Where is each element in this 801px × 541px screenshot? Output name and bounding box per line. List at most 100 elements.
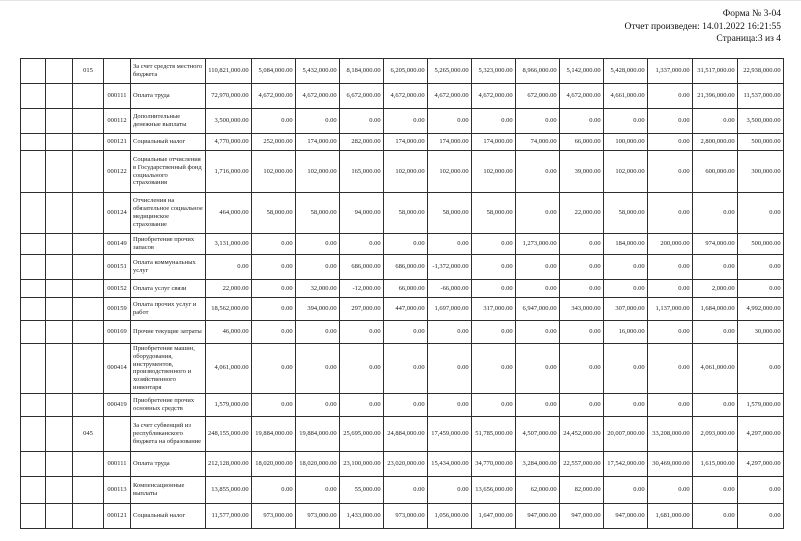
amount-cell: 5,432,000.00 [294,58,340,84]
table-row: 000159 Оплата прочих услуг и работ 18,562,… [20,297,784,321]
amount-cell: 4,770,000.00 [205,133,252,151]
description-cell: Приобретение прочих основных средств [130,392,206,417]
table-row: 015 За счет средств местного бюджета 110,8… [20,58,784,84]
amount-cell: 3,284,000.00 [514,450,560,477]
amount-cell: 0.00 [514,343,560,394]
amount-cell: 100,000.00 [602,133,648,151]
group-code-cell [72,279,104,298]
amount-cell: 4,672,000.00 [558,83,604,109]
table-row: 000121 Социальный налог 4,770,000.00 252,00… [20,133,784,151]
budget-code-cell: 000121 [103,502,131,529]
empty-cell [45,233,73,255]
amount-cell: 5,428,000.00 [602,58,648,84]
amount-cell: 58,000.00 [294,192,340,234]
amount-cell: 0.00 [646,133,693,151]
amount-cell: 31,517,000.00 [691,58,738,84]
amount-cell: 317,000.00 [470,297,516,321]
amount-cell: 0.00 [736,279,784,298]
form-number: Форма № 3-04 [722,9,781,19]
empty-cell [20,415,46,452]
table-row: 000111 Оплата труда 212,128,000.00 18,020,0… [20,450,784,477]
amount-cell: 22,938,000.00 [736,58,784,84]
amount-cell: 2,800,000.00 [691,133,738,151]
amount-cell: 0.00 [736,343,784,394]
amount-cell: 0.00 [250,233,296,255]
empty-cell [45,502,73,529]
amount-cell: 1,647,000.00 [470,502,516,529]
group-code-cell [72,320,104,344]
amount-cell: 0.00 [691,475,738,504]
empty-cell [45,83,73,109]
amount-cell: 2,000.00 [691,279,738,298]
amount-cell: 0.00 [294,254,340,280]
amount-cell: 0.00 [602,108,648,134]
amount-cell: 18,562,000.00 [205,297,252,321]
amount-cell: 58,000.00 [470,192,516,234]
amount-cell: 0.00 [514,192,560,234]
budget-code-cell: 000149 [103,233,131,255]
empty-cell [20,475,46,504]
amount-cell: 58,000.00 [602,192,648,234]
description-cell: Социальные отчисления в Государственный … [130,150,206,193]
amount-cell: 0.00 [691,320,738,344]
table-row: 000152 Оплата услуг связи 22,000.00 0.00 32,… [20,279,784,298]
table-row: 000414 Приобретение машин, оборудования, … [20,343,784,394]
amount-cell: 212,128,000.00 [205,450,252,477]
amount-cell: 16,000.00 [602,320,648,344]
amount-cell: 110,821,000.00 [205,58,252,84]
description-cell: Оплата прочих услуг и работ [130,297,206,321]
amount-cell: 0.00 [736,502,784,529]
amount-cell: 973,000.00 [294,502,340,529]
amount-cell: 8,966,000.00 [514,58,560,84]
amount-cell: 0.00 [514,150,560,193]
description-cell: Отчисления на обязательное социальное ме… [130,192,206,234]
amount-cell: 394,000.00 [294,297,340,321]
amount-cell: 1,273,000.00 [514,233,560,255]
budget-code-cell: 000111 [103,83,131,109]
amount-cell: 0.00 [338,343,384,394]
amount-cell: 102,000.00 [294,150,340,193]
group-code-cell [72,83,104,109]
empty-cell [20,254,46,280]
amount-cell: 1,697,000.00 [426,297,472,321]
group-code-cell [72,450,104,477]
amount-cell: 22,000.00 [205,279,252,298]
amount-cell: 0.00 [602,279,648,298]
amount-cell: 343,000.00 [558,297,604,321]
amount-cell: 1,716,000.00 [205,150,252,193]
table-row: 000113 Компенсационные выплаты 13,855,000.… [20,475,784,504]
empty-cell [45,279,73,298]
amount-cell: 0.00 [250,254,296,280]
description-cell: Социальный налог [130,133,206,151]
empty-cell [45,320,73,344]
empty-cell [20,133,46,151]
budget-code-cell: 000113 [103,475,131,504]
amount-cell: 0.00 [250,392,296,417]
amount-cell: 0.00 [602,475,648,504]
amount-cell: 974,000.00 [691,233,738,255]
amount-cell: 0.00 [646,254,693,280]
budget-code-cell: 000419 [103,392,131,417]
amount-cell: 5,265,000.00 [426,58,472,84]
budget-code-cell: 000121 [103,133,131,151]
amount-cell: 0.00 [470,233,516,255]
amount-cell: 25,695,000.00 [338,415,384,452]
amount-cell: 672,000.00 [514,83,560,109]
amount-cell: 248,155,000.00 [205,415,252,452]
amount-cell: 0.00 [426,475,472,504]
table-row: 000419 Приобретение прочих основных средс… [20,392,784,417]
amount-cell: 34,770,000.00 [470,450,516,477]
group-code-cell [72,297,104,321]
empty-cell [45,192,73,234]
amount-cell: 0.00 [514,392,560,417]
amount-cell: 0.00 [514,279,560,298]
amount-cell: 973,000.00 [382,502,428,529]
amount-cell: 0.00 [470,108,516,134]
amount-cell: 0.00 [646,83,693,109]
amount-cell: 0.00 [294,343,340,394]
amount-cell: 58,000.00 [382,192,428,234]
amount-cell: 0.00 [514,254,560,280]
amount-cell: 0.00 [338,108,384,134]
page-number: Страница:3 из 4 [716,34,781,45]
amount-cell: 30,469,000.00 [646,450,693,477]
